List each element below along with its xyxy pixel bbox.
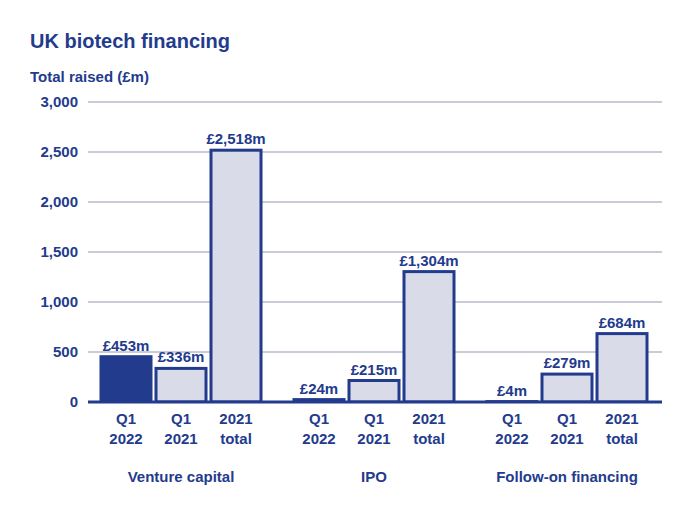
x-tick-label: Q12022: [302, 410, 335, 447]
y-tick-label: 2,500: [40, 143, 78, 160]
bar: [542, 374, 592, 402]
bar: [349, 381, 399, 403]
chart-container: UK biotech financing Total raised (£m) 0 50…: [0, 0, 700, 508]
data-label: £215m: [351, 361, 398, 378]
data-label: £1,304m: [399, 252, 458, 269]
x-tick-label: 2021total: [219, 410, 252, 447]
y-axis-label: Total raised (£m): [30, 68, 149, 85]
y-tick-label: 3,000: [40, 93, 78, 110]
grid-line: [88, 301, 662, 303]
grid: [88, 102, 662, 402]
background: [0, 0, 700, 508]
data-label: £279m: [544, 354, 591, 371]
grid-line: [88, 151, 662, 153]
x-tick-label: Q12021: [550, 410, 583, 447]
category-label: Venture capital: [128, 468, 235, 485]
grid-line: [88, 401, 662, 403]
y-tick-label: 1,000: [40, 293, 78, 310]
x-tick-label: Q12021: [357, 410, 390, 447]
chart-svg: UK biotech financing Total raised (£m) 0 50…: [0, 0, 700, 508]
x-axis-line: [88, 401, 662, 404]
category-label: Follow-on financing: [496, 468, 638, 485]
bar: [156, 368, 206, 402]
data-label: £453m: [103, 337, 150, 354]
bar: [404, 272, 454, 402]
bar: [101, 357, 151, 402]
x-tick-label: 2021total: [412, 410, 445, 447]
x-tick-label: 2021total: [605, 410, 638, 447]
x-tick-label: Q12021: [164, 410, 197, 447]
data-label: £24m: [300, 380, 338, 397]
y-tick-label: 1,500: [40, 243, 78, 260]
y-tick-label: 0: [70, 393, 78, 410]
grid-line: [88, 251, 662, 253]
title: UK biotech financing: [30, 30, 230, 52]
data-label: £336m: [158, 348, 205, 365]
y-tick-label: 2,000: [40, 193, 78, 210]
bars: [101, 150, 647, 402]
grid-line: [88, 101, 662, 103]
x-tick-label: Q12022: [109, 410, 142, 447]
data-label: £2,518m: [206, 130, 265, 147]
x-tick-label: Q12022: [495, 410, 528, 447]
bar: [211, 150, 261, 402]
grid-line: [88, 201, 662, 203]
category-label: IPO: [361, 468, 387, 485]
data-label: £684m: [599, 314, 646, 331]
data-label: £4m: [497, 382, 527, 399]
bar: [597, 334, 647, 402]
y-tick-label: 500: [53, 343, 78, 360]
labels: £453m Q12022 £336m Q12021 £2,518m 2021total Ve…: [103, 130, 646, 485]
